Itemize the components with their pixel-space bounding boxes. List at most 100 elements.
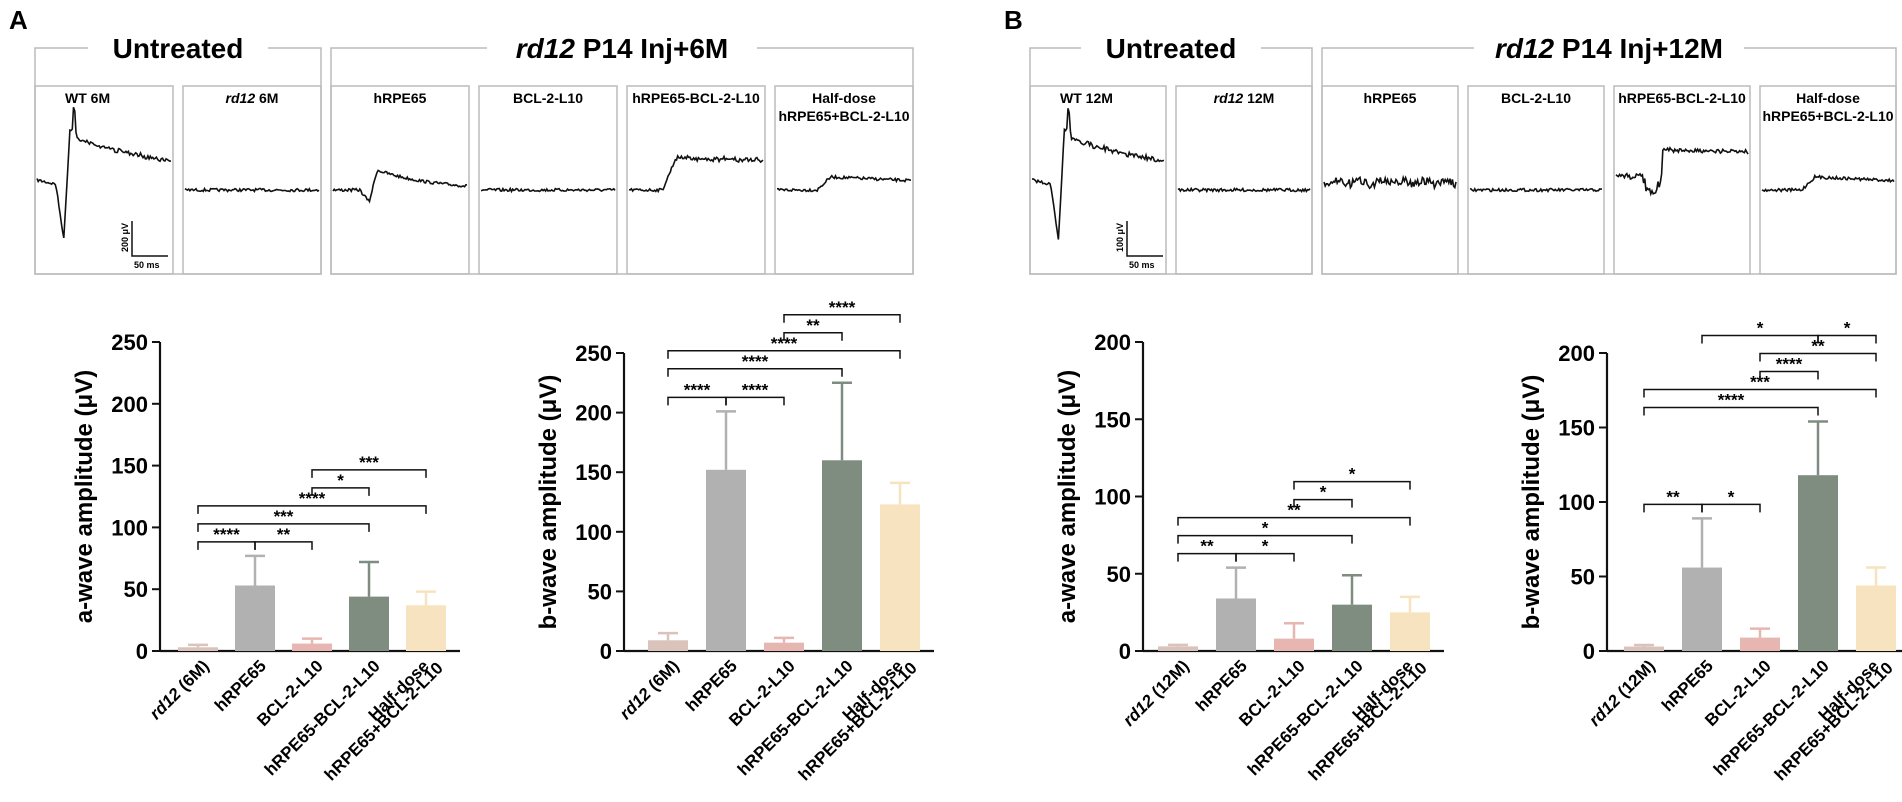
significance-label: ** — [1811, 337, 1825, 356]
x-tick-label: hRPE65-BCL-2-L10 — [1710, 656, 1833, 779]
y-tick-label: 0 — [136, 639, 148, 664]
scale-time: 50 ms — [1129, 260, 1155, 270]
bar — [406, 605, 446, 651]
significance-label: **** — [299, 489, 326, 508]
significance-bracket: ** — [1759, 337, 1877, 362]
bar — [292, 643, 332, 651]
y-tick-label: 200 — [1094, 330, 1131, 355]
y-tick-label: 200 — [1558, 341, 1595, 366]
erg-waveform — [1761, 173, 1895, 193]
bar — [178, 647, 218, 651]
x-tick-label: hRPE65-BCL-2-L10 — [1244, 656, 1367, 779]
significance-label: *** — [1750, 373, 1770, 392]
significance-label: **** — [829, 298, 856, 317]
trace-label: rd12 6M — [226, 90, 279, 106]
y-tick-label: 100 — [1094, 485, 1131, 510]
significance-label: * — [1262, 519, 1269, 538]
erg-waveform — [480, 186, 616, 194]
erg-waveform — [36, 106, 172, 239]
y-tick-label: 200 — [575, 401, 612, 426]
erg-trace-box: Half-dose hRPE65+BCL-2-L10 — [774, 85, 914, 275]
erg-waveform — [184, 186, 320, 194]
bar — [1798, 475, 1838, 651]
bar — [880, 504, 920, 651]
y-tick-label: 100 — [1558, 490, 1595, 515]
bar — [1740, 637, 1780, 651]
y-tick-label: 200 — [111, 392, 148, 417]
significance-bracket: **** — [667, 352, 843, 377]
x-tick-label: hRPE65 — [682, 656, 741, 715]
erg-trace-box: rd12 6M — [182, 85, 322, 275]
significance-label: * — [337, 471, 344, 490]
significance-bracket: **** — [783, 298, 901, 323]
scale-voltage: 200 μV — [120, 223, 130, 252]
trace-label: BCL-2-L10 — [1501, 90, 1571, 106]
x-tick-label-2: hRPE65+BCL-2-L10 — [795, 658, 921, 784]
trace-label: Half-dose — [812, 90, 876, 106]
trace-label: hRPE65 — [1364, 90, 1417, 106]
bar — [1856, 585, 1896, 651]
significance-bracket: * — [1293, 483, 1353, 508]
panel-letter: B — [1004, 5, 1023, 35]
x-tick-label: rd12 (12M) — [1585, 656, 1659, 730]
y-tick-label: 150 — [1094, 407, 1131, 432]
significance-bracket: * — [1235, 537, 1295, 562]
erg-waveform — [628, 153, 764, 194]
x-tick-label: rd12 (6M) — [146, 656, 213, 723]
significance-label: * — [1757, 319, 1764, 338]
erg-trace-box: rd12 12M — [1175, 85, 1313, 275]
bar — [822, 460, 862, 651]
significance-bracket: ** — [254, 525, 313, 550]
significance-label: * — [1349, 465, 1356, 484]
erg-trace-box: hRPE65-BCL-2-L10 — [1613, 85, 1751, 275]
scale-bar — [1126, 221, 1163, 257]
group-frame-untreated — [1029, 47, 1313, 275]
bar — [1274, 638, 1314, 651]
bar-chart-1: 0 50 100 150 200 250 a-wave amplitude (μV) rd12… — [71, 330, 460, 784]
significance-bracket: ** — [1177, 501, 1411, 526]
significance-label: **** — [742, 380, 769, 399]
y-tick-label: 100 — [575, 520, 612, 545]
y-tick-label: 0 — [1119, 639, 1131, 664]
bar — [1216, 598, 1256, 651]
erg-waveform — [1469, 187, 1602, 194]
y-tick-label: 100 — [111, 515, 148, 540]
y-axis-label: a-wave amplitude (μV) — [71, 370, 98, 623]
group-title-untreated: Untreated — [113, 33, 244, 64]
erg-waveform — [1615, 146, 1749, 197]
erg-trace-box: BCL-2-L10 — [478, 85, 618, 275]
group-frame-treated — [1321, 47, 1897, 275]
y-tick-label: 150 — [1558, 416, 1595, 441]
y-tick-label: 250 — [575, 341, 612, 366]
significance-bracket: * — [1701, 487, 1761, 513]
group-frame-treated — [330, 47, 914, 275]
x-tick-label-2: hRPE65+BCL-2-L10 — [1771, 658, 1897, 784]
y-tick-label: 50 — [1571, 565, 1595, 590]
trace-label: hRPE65-BCL-2-L10 — [1618, 90, 1746, 106]
significance-bracket: **** — [667, 380, 727, 406]
trace-label-2: hRPE65+BCL-2-L10 — [1762, 108, 1893, 124]
erg-waveform — [1177, 186, 1311, 194]
y-axis-label: b-wave amplitude (μV) — [535, 375, 562, 630]
significance-bracket: * — [1817, 319, 1877, 344]
erg-panel-A: A Untreated rd12 P14 Inj+6M WT 6M 200 μV 50 m… — [9, 5, 914, 275]
bar — [349, 596, 389, 651]
erg-trace-box: hRPE65 — [1321, 85, 1459, 275]
significance-label: **** — [742, 352, 769, 371]
significance-label: * — [1728, 487, 1735, 506]
y-tick-label: 0 — [600, 639, 612, 664]
significance-label: *** — [359, 453, 379, 472]
bar — [706, 469, 746, 651]
y-tick-label: 50 — [124, 577, 148, 602]
erg-trace-box: WT 12M 100 μV 50 ms — [1029, 85, 1167, 275]
significance-label: **** — [771, 334, 798, 353]
x-tick-label: hRPE65-BCL-2-L10 — [734, 656, 857, 779]
erg-waveform — [332, 169, 468, 204]
x-tick-label-2: hRPE65+BCL-2-L10 — [1305, 658, 1431, 784]
trace-label: WT 6M — [65, 90, 110, 106]
significance-bracket: **** — [725, 380, 785, 406]
significance-bracket: * — [1701, 319, 1819, 344]
erg-trace-box: BCL-2-L10 — [1467, 85, 1605, 275]
significance-label: *** — [274, 507, 294, 526]
trace-label: hRPE65-BCL-2-L10 — [632, 90, 760, 106]
